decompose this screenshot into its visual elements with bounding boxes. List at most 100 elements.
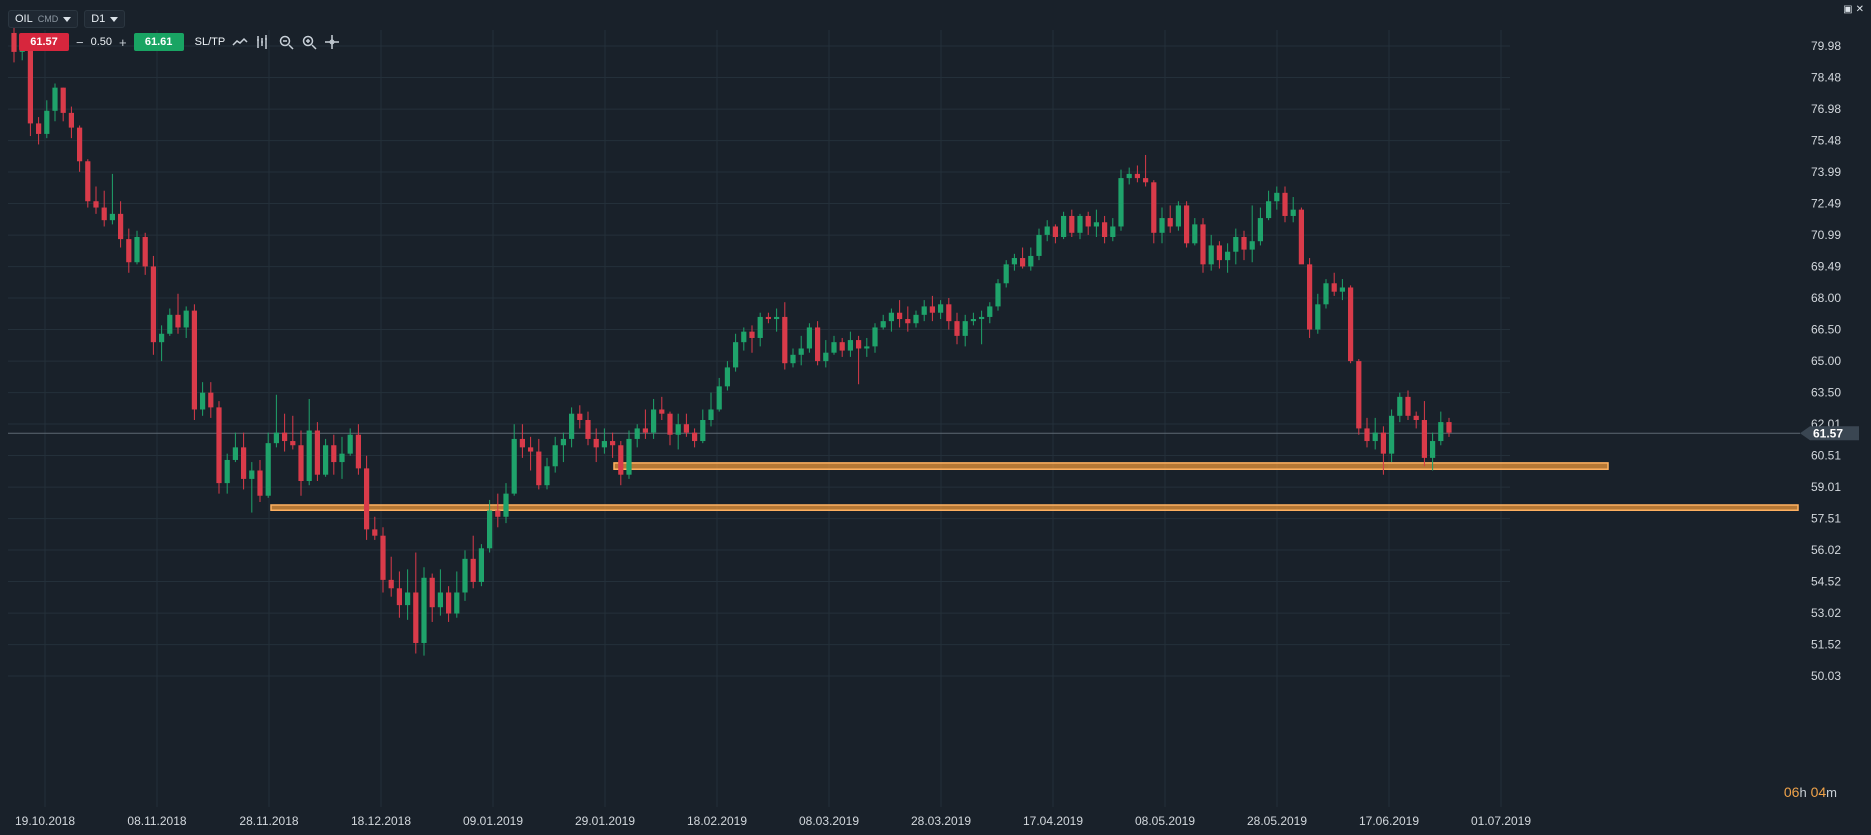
candle-body[interactable] — [798, 348, 804, 355]
candle-body[interactable] — [1102, 222, 1108, 237]
instrument-selector[interactable]: OIL CMD — [8, 10, 79, 28]
candle-body[interactable] — [1274, 192, 1280, 202]
candle-body[interactable] — [1011, 258, 1017, 265]
timeframe-selector[interactable]: D1 — [84, 10, 126, 28]
candle-body[interactable] — [716, 386, 722, 410]
candle-body[interactable] — [675, 424, 681, 435]
candle-body[interactable] — [1020, 258, 1026, 267]
candle-body[interactable] — [1216, 245, 1222, 261]
candle-body[interactable] — [1184, 205, 1190, 244]
candle-body[interactable] — [11, 32, 17, 52]
candle-body[interactable] — [323, 445, 329, 475]
candle-body[interactable] — [905, 319, 911, 324]
candle-body[interactable] — [1315, 304, 1321, 330]
candle-body[interactable] — [60, 87, 66, 113]
candle-body[interactable] — [1028, 255, 1034, 267]
volume-stepper[interactable]: − 0.50 + — [76, 35, 127, 50]
candle-body[interactable] — [733, 342, 739, 368]
candle-body[interactable] — [216, 407, 222, 484]
candle-body[interactable] — [700, 420, 706, 442]
candle-body[interactable] — [52, 87, 58, 111]
candle-body[interactable] — [511, 438, 517, 494]
candle-body[interactable] — [610, 441, 616, 446]
candle-body[interactable] — [1126, 173, 1132, 179]
candle-body[interactable] — [888, 312, 894, 322]
candle-body[interactable] — [774, 316, 780, 320]
candle-body[interactable] — [831, 342, 837, 353]
candle-body[interactable] — [708, 409, 714, 421]
candle-body[interactable] — [1151, 182, 1157, 233]
support-zone[interactable] — [270, 504, 1799, 511]
candle-body[interactable] — [118, 213, 124, 240]
candle-body[interactable] — [1266, 201, 1272, 219]
candle-body[interactable] — [159, 333, 165, 343]
candle-body[interactable] — [544, 466, 550, 486]
candle-body[interactable] — [1298, 209, 1304, 265]
candle-body[interactable] — [1430, 441, 1436, 458]
candle-body[interactable] — [109, 213, 115, 221]
candle-body[interactable] — [1069, 215, 1075, 233]
candle-body[interactable] — [1257, 218, 1263, 242]
candle-body[interactable] — [519, 438, 525, 448]
candle-body[interactable] — [1192, 224, 1198, 244]
candle-body[interactable] — [1372, 432, 1378, 442]
candle-body[interactable] — [979, 316, 985, 320]
candle-body[interactable] — [1438, 422, 1444, 442]
close-icon[interactable]: ✕ — [1855, 4, 1864, 15]
candle-body[interactable] — [1356, 361, 1362, 429]
candle-body[interactable] — [421, 577, 427, 643]
candle-body[interactable] — [880, 321, 886, 328]
candle-body[interactable] — [314, 430, 320, 475]
candle-body[interactable] — [634, 428, 640, 439]
candle-body[interactable] — [478, 548, 484, 582]
candle-body[interactable] — [856, 340, 862, 349]
candle-body[interactable] — [36, 123, 42, 134]
candle-body[interactable] — [290, 441, 296, 446]
candle-body[interactable] — [208, 392, 214, 408]
candle-body[interactable] — [946, 304, 952, 322]
candle-body[interactable] — [249, 470, 255, 479]
candle-body[interactable] — [552, 445, 558, 467]
candle-body[interactable] — [454, 592, 460, 614]
candle-body[interactable] — [1339, 287, 1345, 292]
candle-body[interactable] — [667, 413, 673, 435]
candle-body[interactable] — [126, 239, 132, 263]
candle-body[interactable] — [1446, 422, 1452, 433]
candle-body[interactable] — [864, 346, 870, 349]
candle-body[interactable] — [741, 331, 747, 343]
candle-body[interactable] — [273, 432, 279, 444]
candle-body[interactable] — [1044, 226, 1050, 235]
candle-body[interactable] — [503, 493, 509, 517]
candle-body[interactable] — [339, 453, 345, 463]
candle-body[interactable] — [1052, 226, 1058, 237]
candle-body[interactable] — [1397, 396, 1403, 416]
minus-icon[interactable]: − — [76, 34, 84, 50]
candle-body[interactable] — [429, 577, 435, 608]
candle-body[interactable] — [265, 443, 271, 496]
candle-body[interactable] — [987, 306, 993, 317]
candle-body[interactable] — [954, 321, 960, 336]
candle-body[interactable] — [446, 592, 452, 614]
candle-body[interactable] — [897, 312, 903, 320]
candle-body[interactable] — [683, 424, 689, 433]
candle-body[interactable] — [1134, 173, 1140, 179]
candle-body[interactable] — [1380, 432, 1386, 454]
candle-body[interactable] — [1307, 264, 1313, 330]
candle-body[interactable] — [536, 451, 542, 486]
candle-body[interactable] — [44, 110, 50, 134]
candle-body[interactable] — [1348, 287, 1354, 362]
candle-body[interactable] — [175, 314, 181, 328]
candle-body[interactable] — [1413, 415, 1419, 421]
candle-body[interactable] — [282, 432, 288, 442]
candle-body[interactable] — [101, 207, 107, 221]
candle-body[interactable] — [749, 331, 755, 338]
candle-body[interactable] — [495, 510, 501, 517]
candle-body[interactable] — [1241, 236, 1247, 250]
candle-body[interactable] — [298, 445, 304, 482]
maximize-icon[interactable]: ▣ — [1843, 4, 1853, 15]
candle-body[interactable] — [347, 434, 353, 454]
candle-body[interactable] — [462, 558, 468, 593]
candle-body[interactable] — [487, 510, 493, 549]
candle-body[interactable] — [823, 352, 829, 362]
candle-body[interactable] — [757, 316, 763, 338]
